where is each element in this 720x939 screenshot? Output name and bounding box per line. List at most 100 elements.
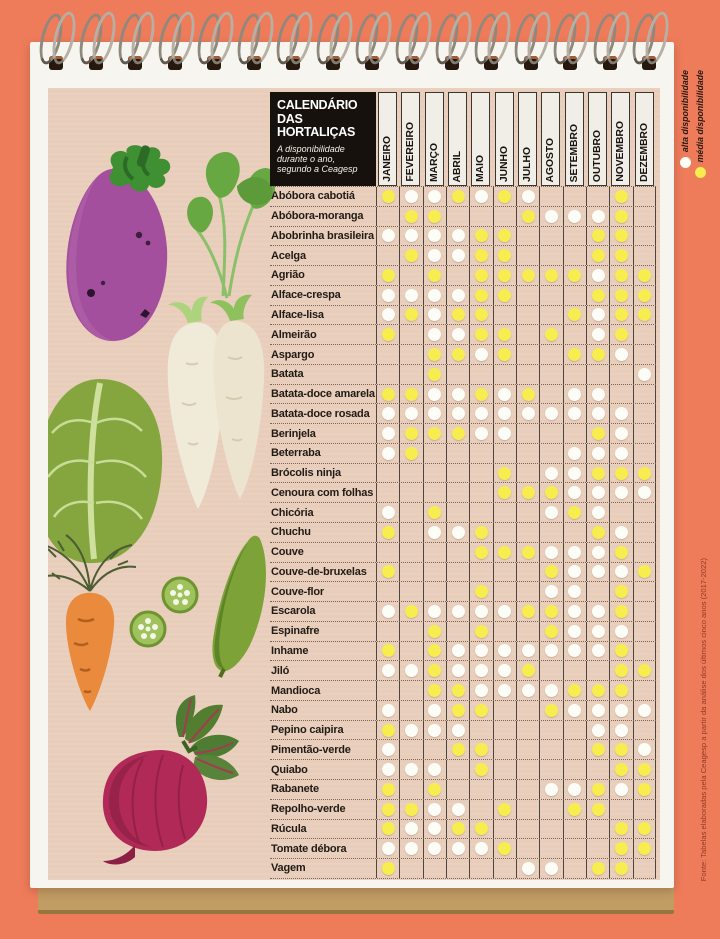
availability-cell <box>445 621 469 641</box>
availability-dot-alta <box>568 565 582 579</box>
availability-dot-media <box>637 842 651 856</box>
availability-cell <box>376 503 399 523</box>
availability-cell <box>422 582 446 602</box>
punch-hole <box>404 56 419 70</box>
availability-dot-media <box>568 348 582 361</box>
availability-cell <box>422 463 446 483</box>
availability-dot-alta <box>544 209 558 223</box>
availability-cell <box>515 266 539 285</box>
availability-cell <box>445 246 469 266</box>
availability-cell <box>445 443 469 463</box>
availability-cell <box>609 503 632 523</box>
availability-cell <box>492 760 516 779</box>
availability-cell <box>632 700 656 720</box>
month-header-cell: JULHO <box>516 92 539 186</box>
availability-cell <box>445 364 469 384</box>
availability-dot-alta <box>637 486 651 500</box>
availability-cell <box>539 839 562 859</box>
availability-cell <box>376 621 399 641</box>
availability-cell <box>539 266 562 285</box>
availability-cell <box>515 602 539 621</box>
availability-dot-media <box>498 545 512 559</box>
availability-cell <box>539 562 562 582</box>
row-label: Abóbora-moranga <box>271 210 364 223</box>
availability-dot-media <box>428 209 442 223</box>
availability-dot-alta <box>591 387 605 401</box>
availability-cell <box>562 720 586 740</box>
availability-cell <box>539 463 562 483</box>
availability-dot-alta <box>381 604 395 618</box>
availability-cell <box>585 187 609 206</box>
availability-cell <box>469 463 492 483</box>
availability-cell <box>399 364 422 384</box>
availability-dot-media <box>568 802 582 816</box>
availability-dot-media <box>498 348 512 361</box>
availability-dot-media <box>404 604 418 618</box>
month-header-strip: JANEIRO <box>378 92 398 186</box>
availability-dot-alta <box>428 763 442 777</box>
availability-cell <box>469 819 492 839</box>
availability-cell <box>376 681 399 700</box>
availability-cell <box>376 799 399 819</box>
availability-cell <box>399 463 422 483</box>
availability-cell <box>562 345 586 364</box>
row-label: Agrião <box>271 269 305 282</box>
availability-dot-media <box>521 209 535 223</box>
availability-cell <box>376 364 399 384</box>
availability-cell <box>422 305 446 325</box>
availability-dot-media <box>637 466 651 480</box>
availability-cell <box>632 799 656 819</box>
alta-dot-icon <box>679 157 691 169</box>
table-row: Almeirão <box>270 325 656 346</box>
availability-dot-alta <box>568 407 582 421</box>
availability-dot-media <box>568 268 582 282</box>
availability-cell <box>492 542 516 562</box>
availability-dot-alta <box>404 288 418 302</box>
availability-dot-media <box>521 486 535 500</box>
availability-dot-media <box>614 743 628 757</box>
availability-cell <box>562 443 586 463</box>
availability-cell <box>539 779 562 799</box>
availability-dot-media <box>591 249 605 263</box>
availability-cell <box>492 641 516 661</box>
availability-cell <box>445 542 469 562</box>
availability-cell <box>609 463 632 483</box>
availability-cell <box>609 641 632 661</box>
table-row: Abobrinha brasileira <box>270 226 656 247</box>
availability-cell <box>445 859 469 878</box>
availability-cell <box>609 483 632 503</box>
availability-cell <box>562 562 586 582</box>
availability-dot-media <box>381 565 395 579</box>
availability-cell <box>609 246 632 266</box>
availability-cell <box>585 305 609 325</box>
availability-cell <box>585 483 609 503</box>
availability-dot-alta <box>568 466 582 480</box>
availability-dot-alta <box>521 189 535 203</box>
arugula-leaves-illustration <box>187 152 275 299</box>
availability-cell <box>515 661 539 681</box>
availability-cell <box>632 345 656 364</box>
availability-cell <box>469 523 492 542</box>
availability-dot-media <box>614 466 628 480</box>
source-note: Fonte: Tabelas elaboradas pela Ceagesp a… <box>699 558 708 881</box>
availability-cell <box>632 187 656 206</box>
availability-cell <box>376 819 399 839</box>
availability-cell <box>515 246 539 266</box>
availability-cell <box>469 779 492 799</box>
row-label: Couve <box>271 546 304 559</box>
availability-dot-media <box>614 842 628 856</box>
month-header-strip: OUTUBRO <box>588 92 608 186</box>
row-label: Jiló <box>271 664 290 677</box>
availability-dot-alta <box>451 249 465 263</box>
availability-dot-media <box>614 822 628 836</box>
availability-cell <box>492 206 516 226</box>
table-row: Batata-doce rosada <box>270 404 656 425</box>
availability-cell <box>445 799 469 819</box>
availability-legend: alta disponibilidade média disponibilida… <box>678 70 707 179</box>
availability-dot-alta <box>591 723 605 737</box>
availability-dot-media <box>474 525 488 539</box>
availability-cell <box>539 740 562 760</box>
table-row: Escarola <box>270 602 656 622</box>
availability-cell <box>492 503 516 523</box>
availability-cell <box>609 266 632 285</box>
